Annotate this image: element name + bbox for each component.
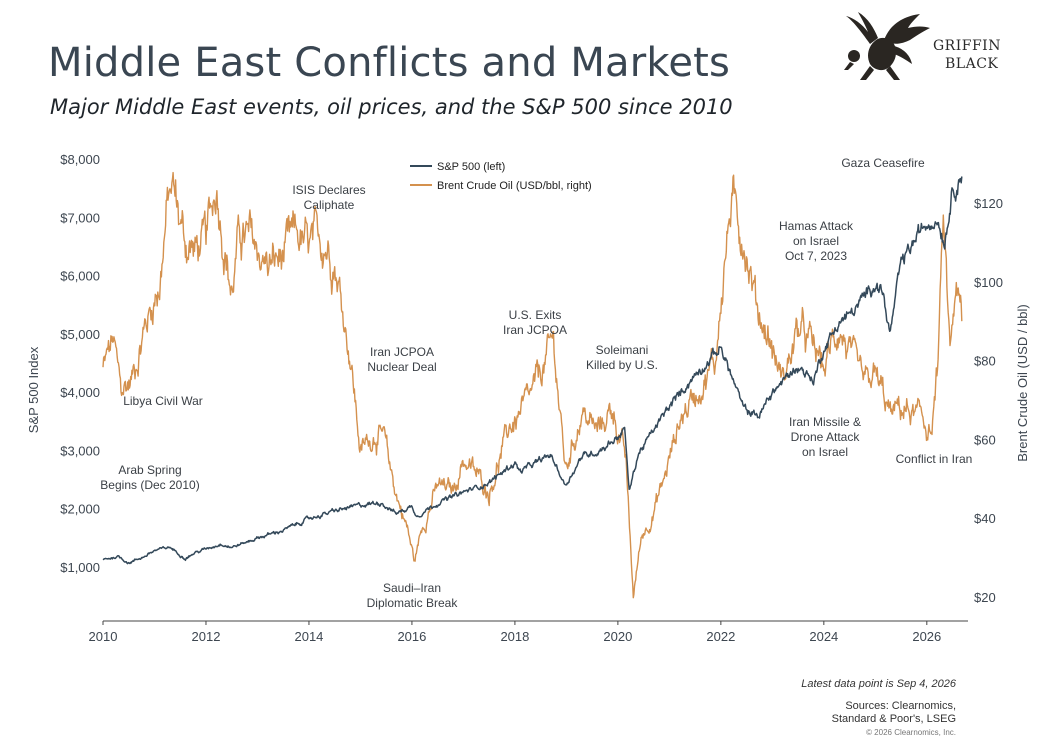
legend-label-sp500: S&P 500 (left) (437, 161, 505, 173)
annotation-label: Caliphate (304, 198, 355, 212)
y-left-tick-label: $5,000 (60, 327, 100, 342)
y-right-tick-label: $60 (974, 432, 996, 447)
annotation-label: Nuclear Deal (367, 360, 436, 374)
x-tick-label: 2022 (706, 629, 735, 644)
annotation-label: Saudi–Iran (383, 581, 441, 595)
y-left-tick-label: $4,000 (60, 385, 100, 400)
logo-text-line2: BLACK (945, 56, 999, 72)
series-line-brent-crude-oil (102, 171, 963, 599)
annotation-label: Begins (Dec 2010) (100, 478, 199, 492)
y-right-tick-label: $100 (974, 275, 1003, 290)
x-tick-label: 2018 (500, 629, 529, 644)
annotation-label: Iran JCPOA (370, 345, 434, 359)
x-tick-label: 2016 (397, 629, 426, 644)
y-right-tick-label: $40 (974, 511, 996, 526)
griffin-black-logo: GRIFFIN BLACK (840, 10, 1000, 86)
annotation-label: Conflict in Iran (896, 452, 973, 466)
y-left-tick-label: $7,000 (60, 210, 100, 225)
y-left-tick-label: $2,000 (60, 502, 100, 517)
annotation-label: Gaza Ceasefire (841, 156, 925, 170)
y-right-axis-title: Brent Crude Oil (USD / bbl) (1015, 304, 1030, 462)
annotation-label: Soleimani (596, 343, 649, 357)
annotation-label: ISIS Declares (292, 183, 365, 197)
chart-legend: S&P 500 (left) Brent Crude Oil (USD/bbl, … (410, 161, 592, 192)
page-title: Middle East Conflicts and Markets (48, 40, 731, 86)
annotation-label: Hamas Attack (779, 219, 854, 233)
annotation-label: Drone Attack (791, 430, 861, 444)
x-tick-label: 2020 (603, 629, 632, 644)
y-right-tick-label: $20 (974, 590, 996, 605)
y-left-tick-label: $6,000 (60, 269, 100, 284)
y-right-tick-label: $120 (974, 196, 1003, 211)
y-left-tick-label: $8,000 (60, 152, 100, 167)
y-right-tick-label: $80 (974, 354, 996, 369)
y-left-axis-title: S&P 500 Index (26, 346, 41, 433)
griffin-emblem-icon (844, 12, 930, 80)
x-tick-label: 2010 (89, 629, 118, 644)
sources-line-2: Standard & Poor's, LSEG (831, 713, 956, 725)
x-tick-label: 2024 (809, 629, 838, 644)
annotation-label: Oct 7, 2023 (785, 249, 847, 263)
y-left-tick-label: $1,000 (60, 560, 100, 575)
annotation-label: Arab Spring (118, 463, 181, 477)
copyright-note: © 2026 Clearnomics, Inc. (866, 728, 956, 737)
page-subtitle: Major Middle East events, oil prices, an… (50, 95, 733, 119)
annotation-label: Killed by U.S. (586, 358, 658, 372)
annotation-label: Libya Civil War (123, 394, 203, 408)
annotation-label: Iran Missile & (789, 415, 861, 429)
annotation-label: on Israel (793, 234, 839, 248)
latest-data-note: Latest data point is Sep 4, 2026 (801, 678, 956, 690)
logo-text-line1: GRIFFIN (933, 38, 1001, 54)
y-left-tick-label: $3,000 (60, 443, 100, 458)
series-line-sp500 (102, 176, 963, 565)
annotation-label: on Israel (802, 445, 848, 459)
annotation-label: Iran JCPOA (503, 323, 567, 337)
x-tick-label: 2014 (294, 629, 323, 644)
annotation-label: Diplomatic Break (367, 596, 459, 610)
sources-line-1: Sources: Clearnomics, (845, 700, 956, 712)
annotation-label: U.S. Exits (509, 308, 562, 322)
legend-label-brent: Brent Crude Oil (USD/bbl, right) (437, 180, 592, 192)
x-tick-label: 2012 (192, 629, 221, 644)
x-tick-label: 2026 (912, 629, 941, 644)
